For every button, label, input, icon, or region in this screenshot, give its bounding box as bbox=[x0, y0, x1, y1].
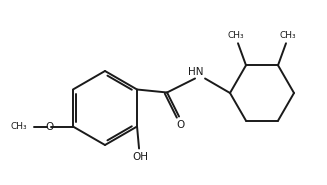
Text: OH: OH bbox=[132, 152, 148, 162]
Text: O: O bbox=[176, 120, 184, 130]
Text: CH₃: CH₃ bbox=[228, 31, 244, 40]
Text: O: O bbox=[46, 122, 54, 132]
Text: HN: HN bbox=[188, 66, 204, 77]
Text: CH₃: CH₃ bbox=[11, 122, 27, 131]
Text: CH₃: CH₃ bbox=[280, 31, 296, 40]
